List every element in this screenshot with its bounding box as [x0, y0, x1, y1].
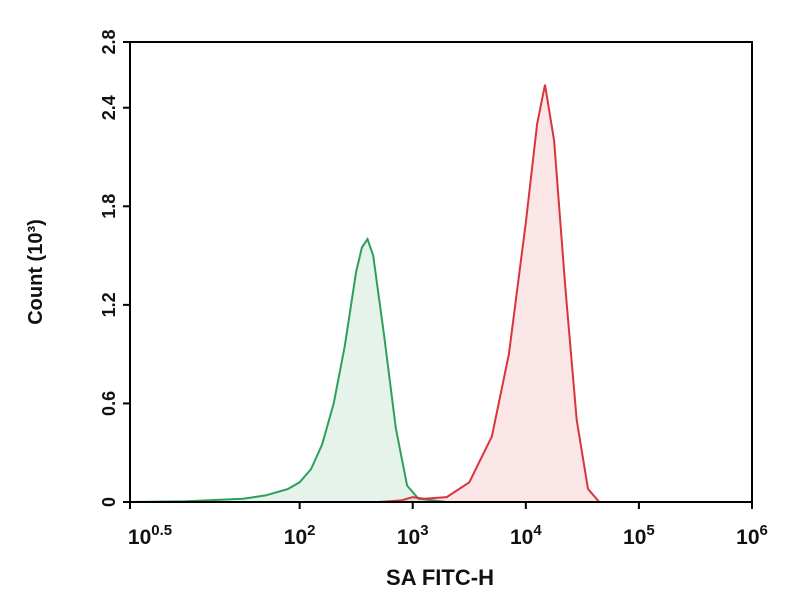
x-tick-label: 102 — [284, 522, 316, 549]
x-tick-label: 100.5 — [128, 522, 172, 549]
x-tick-base: 10 — [284, 526, 307, 549]
x-tick-exponent: 3 — [420, 522, 428, 539]
x-tick-label: 103 — [397, 522, 429, 549]
x-tick-exponent: 0.5 — [151, 522, 172, 539]
x-tick-label: 105 — [623, 522, 655, 549]
y-tick-label: 2.8 — [99, 29, 119, 54]
x-tick-base: 10 — [128, 526, 151, 549]
y-tick-label: 1.2 — [99, 292, 119, 317]
x-tick-exponent: 5 — [646, 522, 654, 539]
y-axis-label: Count (10³) — [25, 219, 47, 325]
x-tick-exponent: 6 — [760, 522, 768, 539]
y-tick-label: 0.6 — [99, 391, 119, 416]
x-tick-label: 104 — [510, 522, 542, 549]
y-tick-label: 1.8 — [99, 194, 119, 219]
x-tick-exponent: 2 — [307, 522, 315, 539]
histogram-area — [130, 239, 447, 502]
x-tick-base: 10 — [510, 526, 533, 549]
x-tick-base: 10 — [397, 526, 420, 549]
x-tick-base: 10 — [736, 526, 759, 549]
y-tick-label: 2.4 — [99, 95, 119, 120]
histogram-line — [378, 84, 601, 503]
x-tick-exponent: 4 — [533, 522, 542, 539]
x-tick-label: 106 — [736, 522, 768, 549]
histogram-line — [129, 236, 447, 503]
plot-frame — [129, 41, 753, 503]
x-axis-label: SA FITC-H — [386, 565, 494, 590]
y-tick-label: 0 — [99, 497, 119, 507]
x-tick-base: 10 — [623, 526, 646, 549]
histogram-area — [378, 84, 600, 502]
